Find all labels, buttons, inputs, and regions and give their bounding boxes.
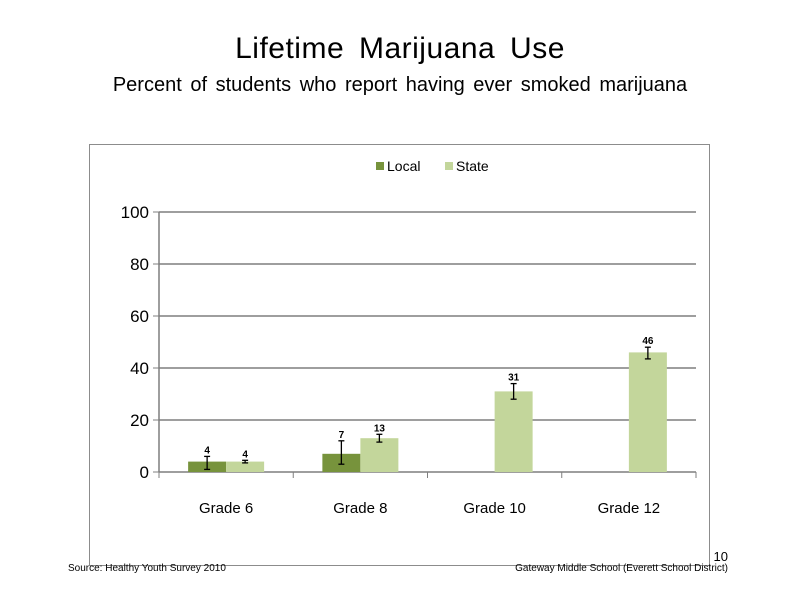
- bar-chart: 0 20 40 60 80 100 Grade 6 4 4 Grade 8 7 13 Grade 10 3…: [121, 158, 697, 517]
- x-tick-label: Grade 10: [463, 500, 526, 517]
- legend-swatch-state: [445, 162, 453, 170]
- x-tick-label: Grade 8: [333, 500, 387, 517]
- data-label: 46: [642, 336, 654, 347]
- data-label: 4: [242, 449, 248, 460]
- chart-title: Lifetime Marijuana Use: [235, 32, 565, 65]
- legend-label-local: Local: [387, 158, 420, 174]
- bar-state: [226, 461, 265, 472]
- bar-state: [360, 438, 399, 472]
- data-label: 13: [374, 423, 386, 434]
- school-name: Gateway Middle School (Everett School Di…: [515, 563, 728, 574]
- y-tick-label: 0: [140, 463, 149, 482]
- x-tick-label: Grade 6: [199, 500, 253, 517]
- page-number: 10: [713, 549, 728, 564]
- data-label: 31: [508, 373, 520, 384]
- x-tick-label: Grade 12: [598, 500, 661, 517]
- data-label: 4: [204, 445, 210, 456]
- y-tick-label: 20: [130, 411, 149, 430]
- source-note: Source: Healthy Youth Survey 2010: [68, 563, 226, 574]
- bar-state: [628, 352, 667, 472]
- legend-label-state: State: [456, 158, 489, 174]
- y-tick-label: 60: [130, 307, 149, 326]
- chart-frame: 0 20 40 60 80 100 Grade 6 4 4 Grade 8 7 13 Grade 10 3…: [89, 144, 710, 566]
- bar-state: [494, 391, 533, 472]
- y-tick-label: 100: [121, 203, 149, 222]
- chart-subtitle: Percent of students who report having ev…: [112, 74, 688, 96]
- y-tick-label: 40: [130, 359, 149, 378]
- y-tick-label: 80: [130, 255, 149, 274]
- legend-swatch-local: [376, 162, 384, 170]
- data-label: 7: [339, 430, 345, 441]
